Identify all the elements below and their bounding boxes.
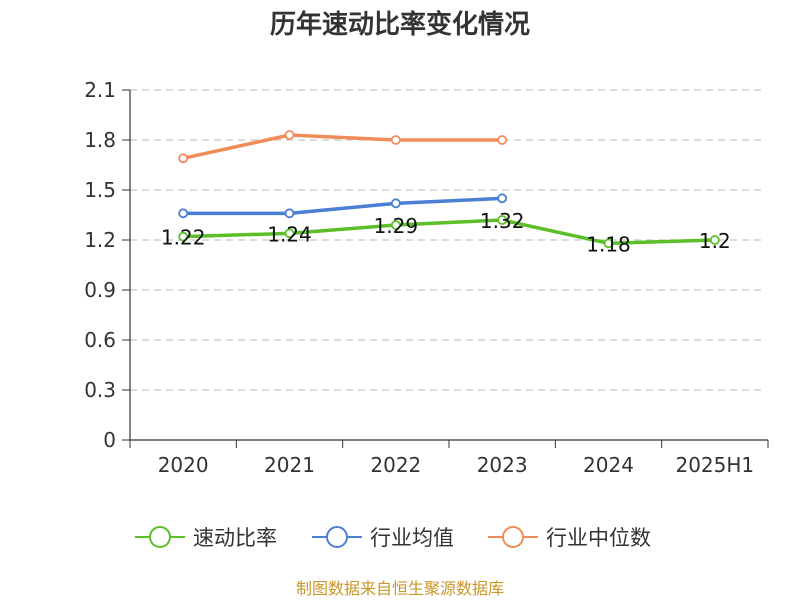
legend-item[interactable]: 速动比率 xyxy=(135,526,277,550)
x-tick-label: 2021 xyxy=(264,453,315,477)
data-labels: 1.22 1.24 1.29 1.32 1.18 1.2 xyxy=(161,209,731,256)
y-axis: 0 0.3 0.6 0.9 1.2 1.5 1.8 2.1 xyxy=(84,78,131,452)
data-point xyxy=(709,235,720,245)
data-point xyxy=(284,228,295,239)
data-label: 1.2 xyxy=(699,229,731,253)
x-tick-label: 2023 xyxy=(477,453,528,477)
legend-label: 行业中位数 xyxy=(546,526,651,550)
legend-item[interactable]: 行业均值 xyxy=(312,526,454,550)
data-label: 1.32 xyxy=(480,209,525,233)
series-line xyxy=(183,218,715,246)
data-point xyxy=(497,193,508,204)
data-point xyxy=(497,215,508,225)
data-point xyxy=(178,231,189,242)
legend-marker xyxy=(149,526,171,548)
data-label: 1.22 xyxy=(161,226,206,250)
data-point xyxy=(390,220,401,230)
legend-marker xyxy=(502,526,524,548)
data-point xyxy=(178,208,189,219)
y-tick-label: 1.8 xyxy=(84,128,116,152)
y-tick-label: 1.2 xyxy=(84,228,116,252)
y-tick-label: 0.9 xyxy=(84,278,116,302)
legend[interactable]: 速动比率 行业均值 行业中位数 xyxy=(135,526,651,550)
y-tick-label: 0 xyxy=(103,428,116,452)
x-tick-label: 2025H1 xyxy=(675,453,754,477)
source-note: 制图数据来自恒生聚源数据库 xyxy=(296,579,504,598)
legend-item[interactable]: 行业中位数 xyxy=(488,526,651,550)
x-tick-label: 2020 xyxy=(158,453,209,477)
data-point xyxy=(178,153,189,164)
data-point xyxy=(497,135,508,145)
data-point xyxy=(390,135,401,145)
data-point xyxy=(284,208,295,219)
x-axis: 2020 2021 2022 2023 2024 2025H1 xyxy=(129,439,769,477)
data-label: 1.18 xyxy=(586,232,631,256)
data-point xyxy=(603,238,614,249)
y-tick-label: 0.6 xyxy=(84,328,116,352)
x-tick-label: 2024 xyxy=(583,453,634,477)
y-tick-label: 0.3 xyxy=(84,378,116,402)
data-label: 1.29 xyxy=(374,214,419,238)
x-tick-label: 2022 xyxy=(370,453,421,477)
legend-label: 速动比率 xyxy=(193,526,277,550)
y-tick-label: 2.1 xyxy=(84,78,116,102)
data-point xyxy=(390,198,401,209)
y-tick-label: 1.5 xyxy=(84,178,116,202)
series-layer xyxy=(178,130,720,249)
data-label: 1.24 xyxy=(267,222,312,246)
chart-title: 历年速动比率变化情况 xyxy=(270,9,530,40)
legend-label: 行业均值 xyxy=(370,526,454,550)
legend-marker xyxy=(326,526,348,548)
series-line xyxy=(182,133,503,161)
data-point xyxy=(284,130,295,140)
series-line xyxy=(183,196,503,216)
